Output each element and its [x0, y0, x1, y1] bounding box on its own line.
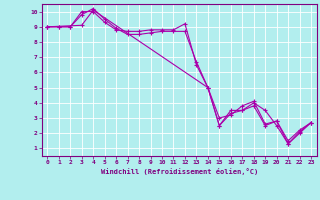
- X-axis label: Windchill (Refroidissement éolien,°C): Windchill (Refroidissement éolien,°C): [100, 168, 258, 175]
